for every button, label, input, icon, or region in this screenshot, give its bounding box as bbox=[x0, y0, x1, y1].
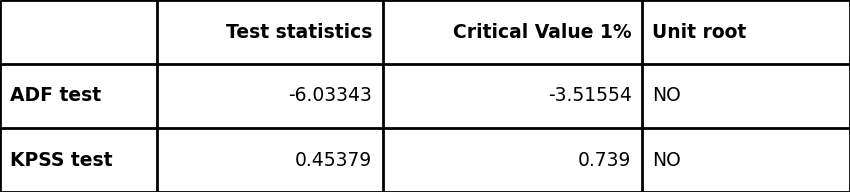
Text: 0.739: 0.739 bbox=[578, 151, 632, 170]
Text: NO: NO bbox=[652, 87, 681, 105]
Text: 0.45379: 0.45379 bbox=[295, 151, 372, 170]
Text: KPSS test: KPSS test bbox=[10, 151, 113, 170]
Text: NO: NO bbox=[652, 151, 681, 170]
Text: ADF test: ADF test bbox=[10, 87, 101, 105]
Text: Unit root: Unit root bbox=[652, 22, 746, 41]
Text: Test statistics: Test statistics bbox=[226, 22, 372, 41]
Text: -6.03343: -6.03343 bbox=[288, 87, 372, 105]
Text: -3.51554: -3.51554 bbox=[547, 87, 632, 105]
Text: Critical Value 1%: Critical Value 1% bbox=[453, 22, 632, 41]
